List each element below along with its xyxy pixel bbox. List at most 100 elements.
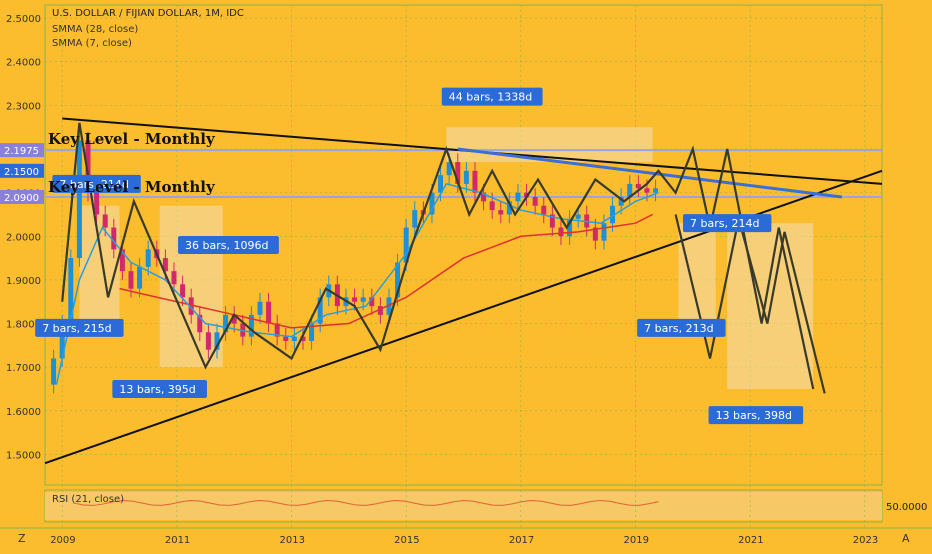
candle-body bbox=[567, 218, 573, 237]
range-box bbox=[446, 127, 653, 163]
candle-body bbox=[610, 205, 616, 224]
range-box bbox=[79, 205, 120, 328]
annotation-badge bbox=[52, 174, 141, 193]
candle-body bbox=[197, 314, 203, 333]
price-badge-label: 2.1975 bbox=[4, 146, 39, 157]
candle-body bbox=[498, 210, 504, 215]
rsi-line bbox=[73, 500, 659, 506]
y-tick-label: 1.9000 bbox=[6, 276, 41, 287]
candle-body bbox=[446, 162, 452, 176]
rsi-band bbox=[45, 492, 882, 520]
price-badge bbox=[0, 163, 44, 178]
candle-body bbox=[145, 249, 151, 267]
key-level-label-bottom: Key Level - Monthly bbox=[48, 178, 215, 196]
x-tick-label: 2021 bbox=[738, 535, 763, 546]
auto-scale-button[interactable]: A bbox=[902, 532, 910, 545]
annotation-label: 7 bars, 214d bbox=[690, 217, 759, 230]
candle-body bbox=[369, 297, 375, 307]
candle-body bbox=[352, 297, 358, 302]
candle-body bbox=[85, 140, 91, 193]
smma7-label[interactable]: SMMA (7, close) bbox=[52, 38, 132, 49]
y-tick-label: 2.4000 bbox=[6, 58, 41, 69]
annotation-label: 7 bars, 214d bbox=[59, 178, 128, 191]
candle-body bbox=[76, 140, 82, 259]
candle-body bbox=[231, 314, 237, 324]
candle-body bbox=[266, 301, 272, 324]
candle-body bbox=[283, 336, 289, 341]
y-tick-label: 1.5000 bbox=[6, 450, 41, 461]
price-badge bbox=[0, 143, 44, 158]
candle-body bbox=[412, 210, 418, 228]
y-tick-label: 2.0000 bbox=[6, 232, 41, 243]
key-level-label-top: Key Level - Monthly bbox=[48, 130, 215, 148]
annotation-badge bbox=[35, 318, 124, 337]
candle-body bbox=[223, 314, 229, 333]
candle-body bbox=[94, 192, 100, 215]
candle-body bbox=[317, 297, 323, 324]
candle-body bbox=[506, 201, 512, 215]
x-tick-label: 2019 bbox=[623, 535, 648, 546]
y-tick-label: 1.6000 bbox=[6, 407, 41, 418]
range-box bbox=[159, 205, 223, 368]
candle-body bbox=[248, 314, 254, 337]
candle-body bbox=[575, 214, 581, 219]
candle-body bbox=[171, 271, 177, 285]
candle-body bbox=[644, 188, 650, 193]
x-tick-label: 2009 bbox=[50, 535, 75, 546]
y-tick-label: 2.3000 bbox=[6, 101, 41, 112]
candle-body bbox=[360, 297, 366, 302]
candle-body bbox=[111, 227, 117, 250]
candle-body bbox=[489, 201, 495, 211]
candle-body bbox=[300, 336, 306, 341]
smma28-line bbox=[119, 213, 654, 329]
annotation-badge bbox=[637, 318, 726, 337]
candle-body bbox=[137, 266, 143, 289]
candle-body bbox=[635, 183, 641, 189]
candle-body bbox=[592, 227, 598, 241]
candle-body bbox=[438, 175, 444, 193]
rsi-level-label: 50.0000 bbox=[886, 502, 928, 513]
x-tick-label: 2023 bbox=[853, 535, 878, 546]
annotation-label: 7 bars, 215d bbox=[42, 322, 111, 335]
candle-body bbox=[386, 297, 392, 315]
x-tick-label: 2013 bbox=[280, 535, 305, 546]
candle-body bbox=[455, 162, 461, 184]
annotation-badge bbox=[683, 214, 772, 233]
candle-body bbox=[377, 306, 383, 315]
x-tick-label: 2015 bbox=[394, 535, 419, 546]
candle-body bbox=[180, 284, 186, 298]
candle-body bbox=[102, 214, 108, 228]
price-badge-label: 2.1500 bbox=[4, 167, 39, 178]
chart-title: U.S. DOLLAR / FIJIAN DOLLAR, 1M, IDC bbox=[52, 8, 244, 19]
candle-body bbox=[274, 323, 280, 337]
annotation-badge bbox=[178, 236, 279, 254]
candle-body bbox=[214, 332, 220, 350]
price-badge bbox=[0, 190, 44, 204]
price-badge-label: 2.0900 bbox=[4, 193, 39, 204]
zoom-button[interactable]: Z bbox=[18, 532, 26, 545]
candle-body bbox=[532, 197, 538, 206]
x-tick-label: 2011 bbox=[165, 535, 190, 546]
candle-body bbox=[472, 170, 478, 193]
candle-body bbox=[119, 249, 125, 272]
candle-body bbox=[541, 205, 547, 215]
annotation-label: 13 bars, 395d bbox=[119, 383, 195, 396]
candle-body bbox=[395, 262, 401, 298]
smma28-label[interactable]: SMMA (28, close) bbox=[52, 24, 139, 35]
candle-body bbox=[601, 223, 607, 241]
y-tick-label: 1.8000 bbox=[6, 320, 41, 331]
annotation-label: 44 bars, 1338d bbox=[449, 91, 532, 104]
candle-body bbox=[627, 183, 633, 197]
annotation-label: 7 bars, 213d bbox=[644, 322, 713, 335]
candle-body bbox=[205, 332, 211, 350]
annotation-badge bbox=[708, 406, 804, 425]
x-tick-label: 2017 bbox=[509, 535, 534, 546]
candle-body bbox=[257, 301, 263, 315]
candle-body bbox=[618, 197, 624, 206]
rsi-label[interactable]: RSI (21, close) bbox=[52, 494, 125, 505]
candle-body bbox=[403, 227, 409, 263]
candle-body bbox=[68, 258, 74, 324]
annotation-badge bbox=[112, 380, 207, 398]
